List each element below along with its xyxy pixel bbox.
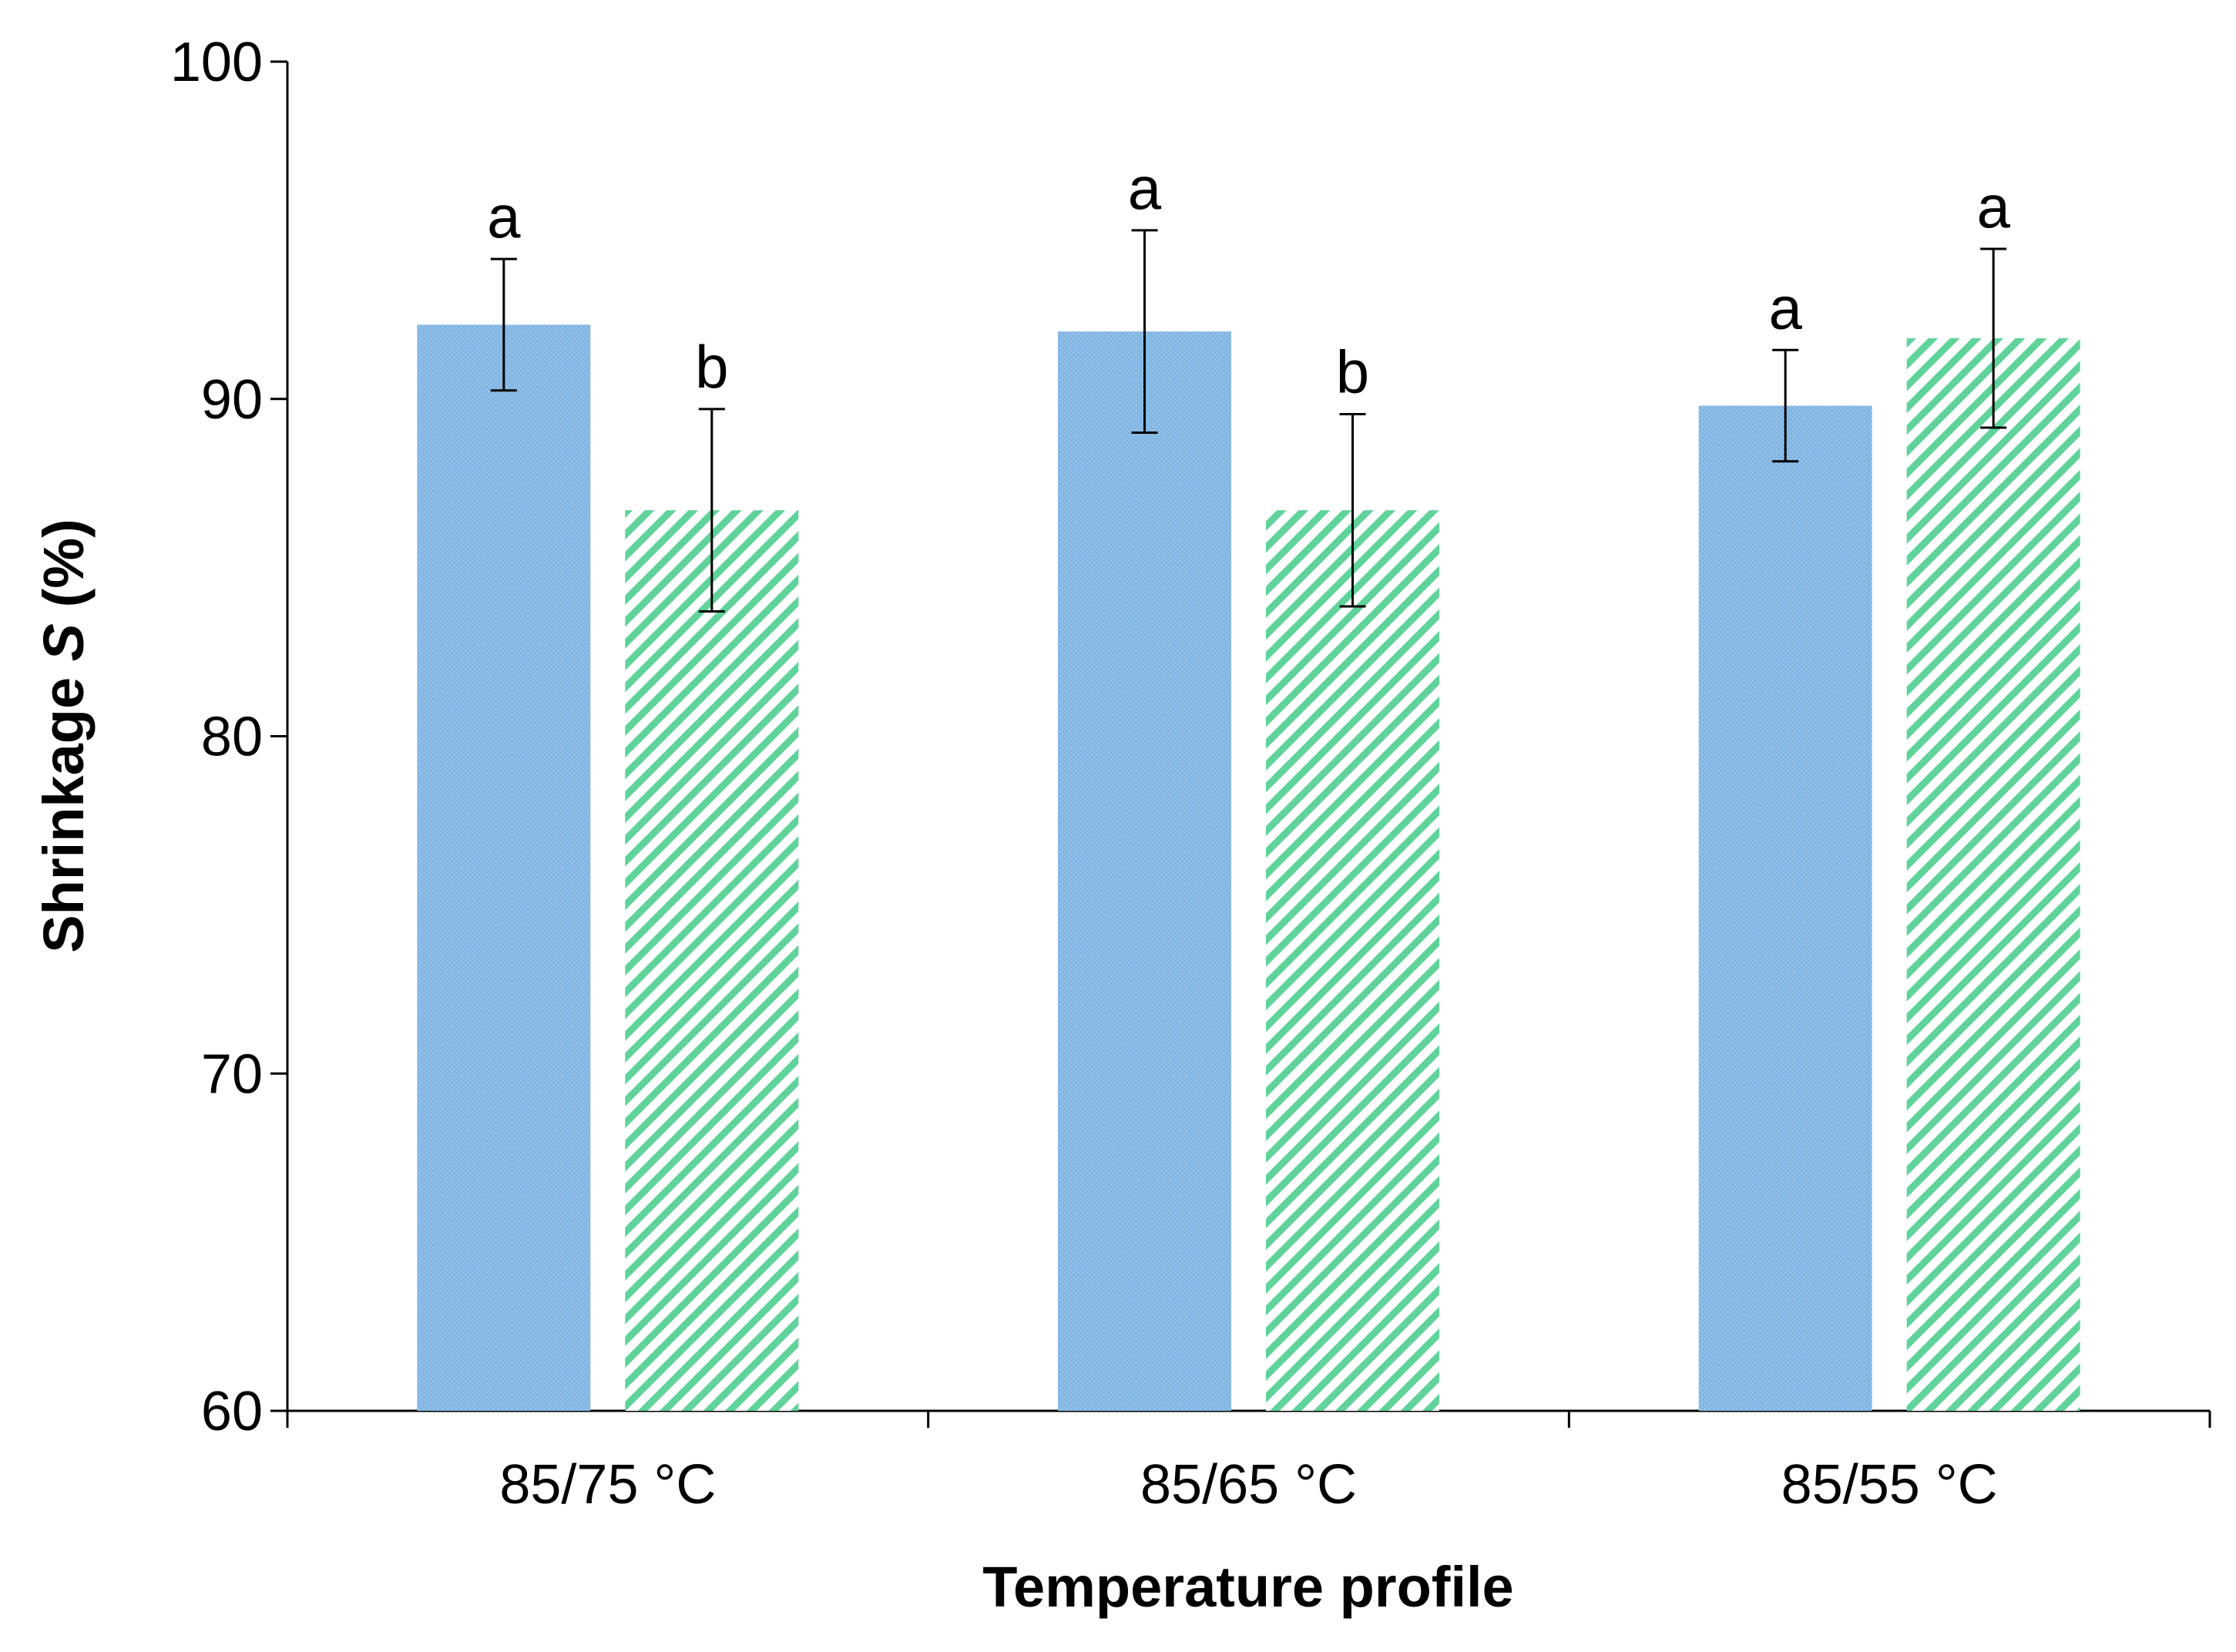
x-category-labels: 85/75 °C 85/65 °C 85/55 °C — [499, 1454, 1997, 1516]
y-tick-label: 60 — [201, 1381, 263, 1442]
bar — [1906, 337, 2080, 1412]
bar — [1698, 405, 1872, 1411]
x-axis-title: Temperature profile — [982, 1555, 1513, 1619]
y-ticks: 60 70 80 90 100 — [170, 32, 287, 1442]
bar — [1266, 510, 1439, 1411]
significance-label: b — [1336, 337, 1369, 405]
y-tick-label: 80 — [201, 707, 263, 768]
bar — [417, 324, 591, 1411]
y-tick-label: 100 — [170, 32, 263, 93]
y-tick-label: 70 — [201, 1043, 263, 1105]
y-axis-title-prefix: Shrinkage — [32, 661, 96, 952]
y-axis-title-suffix: (%) — [32, 519, 96, 623]
significance-label: a — [487, 183, 521, 250]
x-category-label: 85/65 °C — [1140, 1454, 1357, 1516]
bars — [417, 324, 2080, 1412]
significance-label: a — [1976, 173, 2010, 240]
significance-label: b — [695, 333, 728, 401]
x-ticks — [286, 1411, 2211, 1428]
bar — [1058, 331, 1231, 1412]
significance-labels: a b a b a a — [487, 154, 2010, 406]
bar — [625, 510, 799, 1411]
significance-label: a — [1128, 154, 1162, 222]
x-category-label: 85/55 °C — [1781, 1454, 1998, 1516]
x-category-label: 85/75 °C — [499, 1454, 716, 1516]
error-bars — [490, 229, 2007, 613]
y-axis-title-symbol: S — [32, 623, 96, 661]
significance-label: a — [1768, 274, 1802, 341]
y-tick-label: 90 — [201, 369, 263, 431]
y-axis-title: Shrinkage S (%) — [32, 519, 96, 952]
